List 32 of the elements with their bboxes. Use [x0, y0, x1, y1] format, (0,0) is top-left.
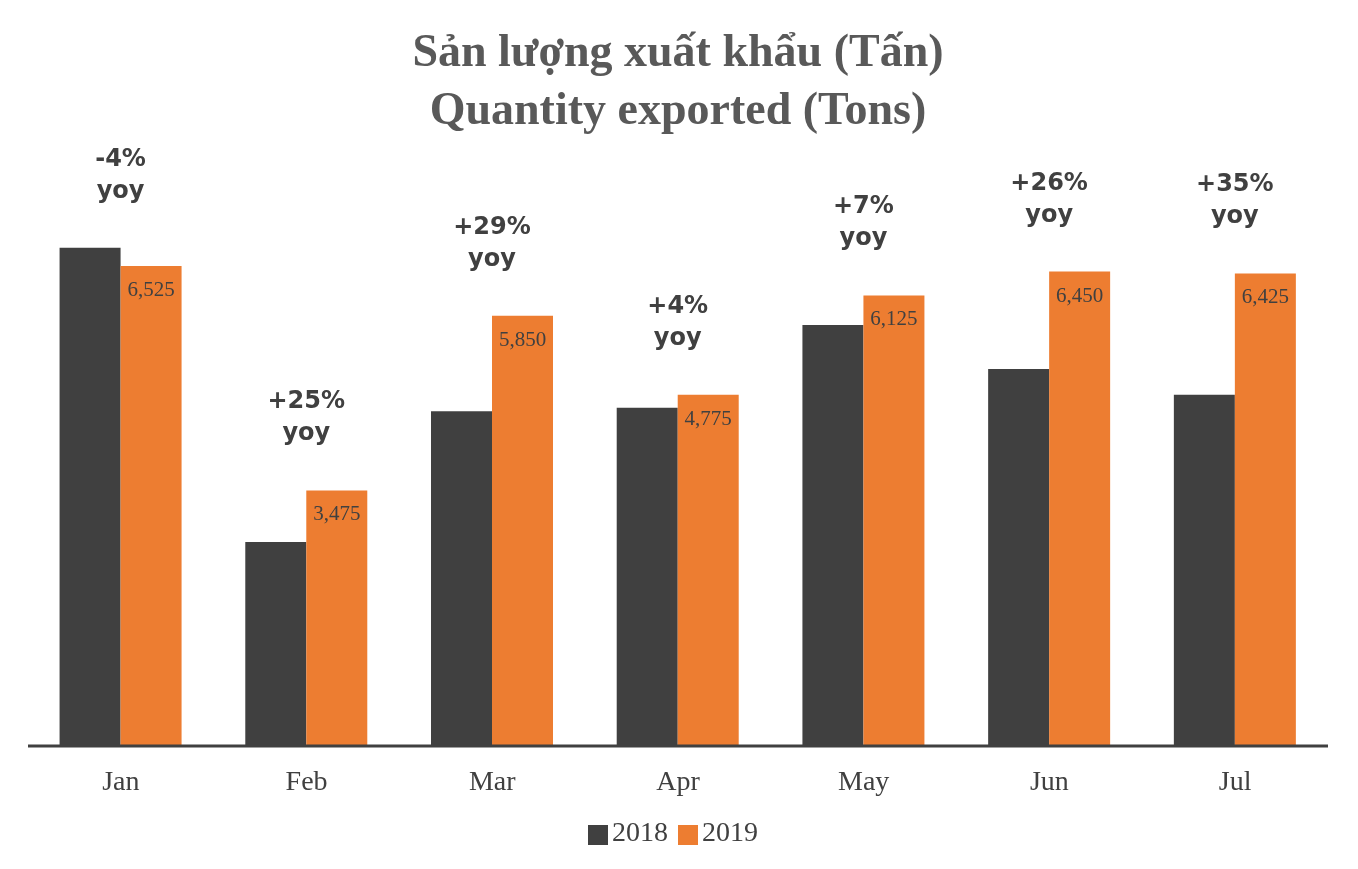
data-label: 4,775: [684, 405, 732, 430]
x-tick-label: Feb: [285, 764, 328, 796]
annotation: +29% yoy: [453, 211, 531, 272]
x-tick-label: Apr: [656, 764, 701, 796]
bar: [677, 394, 739, 746]
chart-title: Sản lượng xuất khẩu (Tấn): [411, 24, 945, 78]
data-label: 6,525: [127, 277, 175, 302]
legend-label: 2018: [612, 816, 668, 847]
bar: [863, 295, 925, 746]
annotation: +7% yoy: [833, 191, 894, 252]
x-tick-label: Jul: [1218, 764, 1252, 796]
x-tick-label: May: [838, 764, 890, 796]
bar: [1234, 273, 1296, 746]
data-label: 6,125: [870, 306, 918, 331]
data-label: 6,425: [1241, 284, 1289, 309]
x-tick-label: Mar: [468, 764, 517, 796]
x-tick-label: Jan: [102, 764, 140, 796]
text: -4% yoy: [95, 143, 146, 204]
annotation: +25% yoy: [267, 386, 346, 447]
data-label: 6,450: [1056, 282, 1104, 307]
annotation: +4% yoy: [647, 290, 709, 351]
bar: [492, 315, 553, 746]
text: +35% yoy: [1196, 169, 1274, 230]
bar: [306, 490, 368, 746]
bar: [1049, 271, 1111, 746]
data-label: 3,475: [313, 501, 361, 526]
text: +26% yoy: [1010, 167, 1088, 228]
legend-label: 2019: [702, 816, 758, 847]
data-label: 5,850: [498, 326, 547, 351]
chart-subtitle: Quantity exported (Tons): [428, 82, 928, 136]
bar: [120, 266, 182, 746]
x-tick-label: Jun: [1029, 764, 1069, 796]
